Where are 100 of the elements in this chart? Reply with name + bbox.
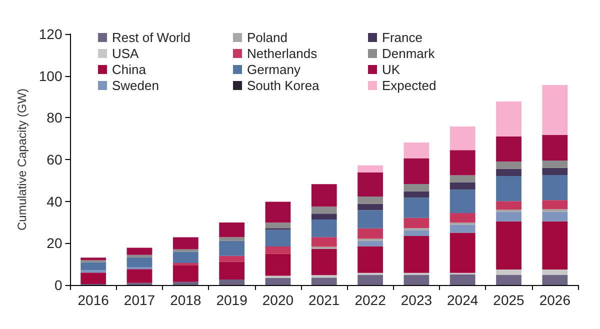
bar — [265, 230, 291, 247]
bar — [80, 272, 106, 284]
bar — [311, 214, 337, 220]
bar — [542, 174, 568, 200]
bar — [80, 262, 106, 270]
bar — [311, 206, 337, 214]
y-tick-label: 120 — [38, 26, 62, 42]
bar — [404, 236, 430, 273]
bar — [358, 196, 383, 204]
legend-label: Denmark — [382, 46, 436, 61]
bar — [496, 274, 522, 285]
legend-label: USA — [112, 46, 140, 61]
bar — [265, 246, 291, 254]
bar — [311, 237, 337, 247]
x-tick-label: 2019 — [216, 292, 248, 308]
bar — [542, 85, 568, 135]
legend-label: Expected — [382, 78, 436, 93]
bar — [404, 274, 430, 285]
bar — [358, 274, 383, 285]
legend-label: Poland — [247, 30, 288, 45]
bar — [404, 198, 430, 218]
bar — [450, 182, 476, 190]
bar — [496, 136, 522, 162]
bar — [172, 282, 198, 285]
bar — [496, 212, 522, 222]
bar — [358, 204, 383, 210]
bar — [542, 209, 568, 212]
bar — [450, 126, 476, 150]
bar — [450, 190, 476, 214]
bar — [358, 210, 383, 228]
bar — [404, 142, 430, 158]
y-axis-title: Cumulative Capacity (GW) — [15, 88, 29, 231]
y-tick-label: 20 — [46, 235, 62, 252]
bar — [172, 252, 198, 264]
x-tick-label: 2021 — [308, 292, 340, 308]
legend-label: Germany — [247, 62, 301, 77]
x-tick-label: 2024 — [447, 292, 478, 308]
bar — [450, 232, 476, 273]
legend-label: Sweden — [112, 78, 159, 93]
bar — [80, 270, 106, 273]
bar — [496, 168, 522, 176]
legend-label: Netherlands — [247, 46, 318, 61]
bar — [219, 280, 245, 285]
bar — [311, 275, 337, 278]
bar — [404, 184, 430, 192]
bar — [126, 269, 152, 283]
x-tick-label: 2022 — [354, 292, 386, 308]
legend-label: China — [112, 62, 147, 77]
bar — [450, 175, 476, 182]
bar — [496, 102, 522, 136]
x-tick-label: 2018 — [170, 292, 202, 308]
bar — [358, 240, 383, 246]
x-tick-label: 2020 — [262, 292, 294, 308]
bar — [496, 162, 522, 169]
bar — [126, 254, 152, 258]
bar — [450, 150, 476, 176]
bar — [172, 249, 198, 252]
legend-label: UK — [382, 62, 400, 77]
bar — [358, 228, 383, 239]
bar — [172, 237, 198, 250]
bar — [496, 201, 522, 210]
bar — [404, 158, 430, 184]
x-tick-label: 2025 — [493, 292, 525, 308]
bar — [80, 258, 106, 260]
bar — [542, 274, 568, 285]
bar — [542, 200, 568, 210]
y-tick-label: 60 — [46, 152, 62, 168]
bar — [219, 256, 245, 262]
bar — [450, 274, 476, 285]
bar — [542, 270, 568, 275]
x-tick-label: 2017 — [124, 292, 156, 308]
y-tick-label: 40 — [46, 193, 62, 210]
y-tick-label: 100 — [38, 68, 62, 84]
bar — [311, 220, 337, 238]
bar — [542, 134, 568, 161]
bar — [542, 221, 568, 270]
bar — [126, 248, 152, 255]
bar — [496, 176, 522, 202]
bar — [311, 184, 337, 207]
x-tick-label: 2016 — [78, 292, 110, 308]
bar — [311, 278, 337, 285]
bar — [265, 222, 291, 228]
bar — [358, 165, 383, 172]
bar — [404, 218, 430, 228]
bar — [265, 254, 291, 276]
y-tick-label: 80 — [46, 110, 62, 126]
bar — [219, 222, 245, 238]
bar — [496, 221, 522, 270]
bar — [219, 262, 245, 280]
x-tick-label: 2023 — [400, 292, 432, 308]
bar — [265, 278, 291, 285]
x-tick-label: 2026 — [539, 292, 571, 308]
legend-label: Rest of World — [112, 30, 191, 45]
bar — [172, 265, 198, 282]
bar — [219, 240, 245, 256]
y-tick-label: 0 — [54, 277, 62, 293]
bar — [542, 212, 568, 222]
bar — [265, 202, 291, 223]
bar — [450, 224, 476, 233]
legend-label: South Korea — [247, 78, 320, 93]
